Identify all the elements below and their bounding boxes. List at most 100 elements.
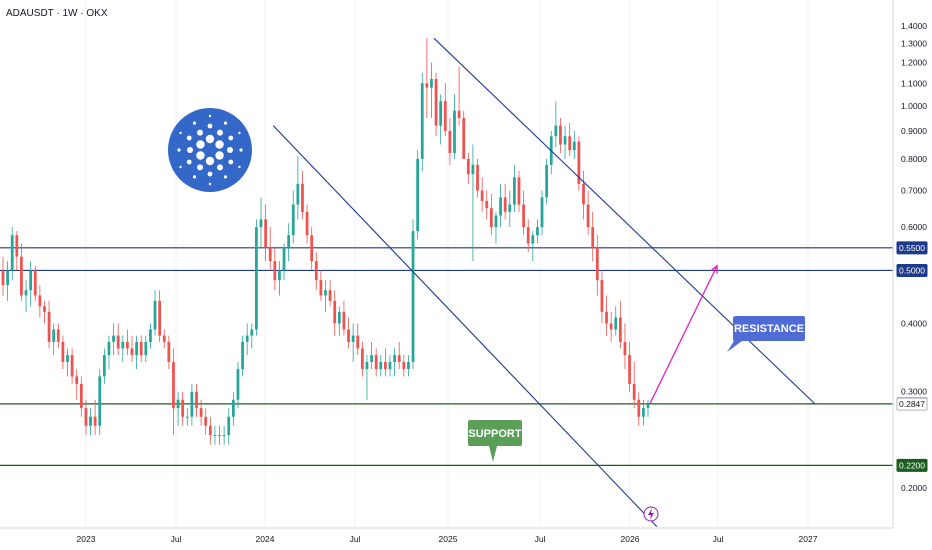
candle <box>213 425 217 445</box>
horizontal-levels <box>0 247 893 466</box>
resistance-callout[interactable]: RESISTANCE <box>727 316 805 352</box>
svg-text:SUPPORT: SUPPORT <box>468 428 521 440</box>
x-tick-label: 2027 <box>799 534 818 544</box>
candle <box>563 125 567 159</box>
channel-line[interactable] <box>433 37 816 405</box>
candle <box>342 300 346 336</box>
x-axis-tick-labels: 2023 Jul 2024 Jul 2025 Jul 2026 Jul 2027 <box>77 534 818 544</box>
candle <box>268 227 272 271</box>
candle <box>236 362 240 409</box>
candle <box>642 399 645 426</box>
candle <box>126 329 129 356</box>
candle <box>43 300 46 324</box>
channel-line[interactable] <box>272 125 658 527</box>
candle <box>397 341 401 370</box>
x-tick-label: 2024 <box>256 534 275 544</box>
candle <box>503 183 507 220</box>
candle <box>554 101 558 148</box>
candle <box>517 171 521 212</box>
candle <box>61 335 65 370</box>
grid <box>85 0 809 528</box>
svg-text:0.2847: 0.2847 <box>899 399 925 409</box>
candle <box>614 306 618 336</box>
candle <box>591 211 595 262</box>
candle <box>231 391 235 426</box>
candle <box>162 329 166 349</box>
candle <box>29 261 33 307</box>
cardano-logo <box>168 108 252 192</box>
candles <box>1 38 650 445</box>
candle <box>20 243 23 301</box>
y-tick-label: 1.3000 <box>901 39 927 49</box>
y-tick-label: 0.4000 <box>901 318 927 328</box>
candle <box>471 144 475 262</box>
candle <box>577 136 581 191</box>
candle <box>93 399 97 436</box>
candle <box>407 355 410 377</box>
candle <box>582 171 585 220</box>
candle <box>273 247 277 291</box>
candle <box>89 408 92 436</box>
candle <box>453 94 456 159</box>
projection-arrow <box>649 264 718 405</box>
event-marker-icon[interactable] <box>643 506 659 522</box>
candle <box>637 391 641 426</box>
candle <box>149 323 152 349</box>
candle <box>24 280 28 312</box>
candle <box>10 227 14 281</box>
candle <box>84 399 88 436</box>
candle <box>365 355 369 400</box>
candle <box>480 177 484 212</box>
y-tick-label: 0.6000 <box>901 222 927 232</box>
candle <box>540 190 544 236</box>
candle <box>328 280 332 307</box>
candle <box>79 376 83 417</box>
candle <box>185 408 189 426</box>
y-tick-label: 0.7000 <box>901 186 927 196</box>
candle <box>121 335 125 363</box>
x-tick-label: 2025 <box>439 534 458 544</box>
candle <box>466 153 470 184</box>
candle <box>485 190 489 220</box>
candle <box>130 335 134 363</box>
candle <box>586 190 590 236</box>
candle <box>379 355 383 377</box>
candle <box>181 391 185 426</box>
descending-channel <box>272 37 816 527</box>
candle <box>402 355 406 377</box>
candle <box>278 261 281 296</box>
arrow-shaft <box>649 265 718 405</box>
candle <box>623 323 627 370</box>
x-tick-label: Jul <box>171 534 182 544</box>
candle <box>259 197 263 248</box>
candle <box>605 295 608 336</box>
candle <box>411 219 415 370</box>
candle <box>333 290 337 336</box>
candle <box>600 270 604 324</box>
candle <box>56 323 60 349</box>
candle <box>536 219 539 244</box>
candle <box>374 348 378 377</box>
candle <box>494 211 498 244</box>
candle <box>158 290 162 342</box>
candle <box>107 335 111 370</box>
candle <box>572 130 576 159</box>
price-tag: 0.5500 <box>896 241 928 255</box>
candle <box>476 158 479 198</box>
candle <box>204 408 208 436</box>
candle <box>420 72 424 172</box>
candle <box>218 425 221 445</box>
candle <box>172 348 175 436</box>
candle <box>98 369 102 436</box>
x-tick-label: Jul <box>350 534 361 544</box>
svg-text:0.2200: 0.2200 <box>899 460 925 470</box>
candle <box>347 317 350 349</box>
candle <box>282 243 286 281</box>
support-callout[interactable]: SUPPORT <box>468 420 522 462</box>
candle <box>545 158 549 205</box>
candle <box>222 425 226 445</box>
candle <box>646 399 650 417</box>
